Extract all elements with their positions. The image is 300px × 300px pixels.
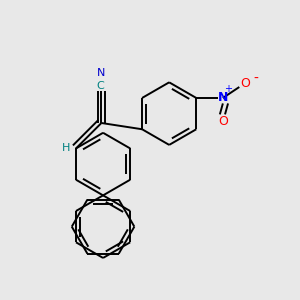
Text: O: O <box>240 77 250 90</box>
Text: C: C <box>97 81 104 91</box>
Text: O: O <box>218 115 228 128</box>
Text: -: - <box>253 71 258 85</box>
Text: N: N <box>96 68 105 78</box>
Text: +: + <box>224 84 232 94</box>
Text: H: H <box>61 143 70 153</box>
Text: N: N <box>218 92 228 104</box>
